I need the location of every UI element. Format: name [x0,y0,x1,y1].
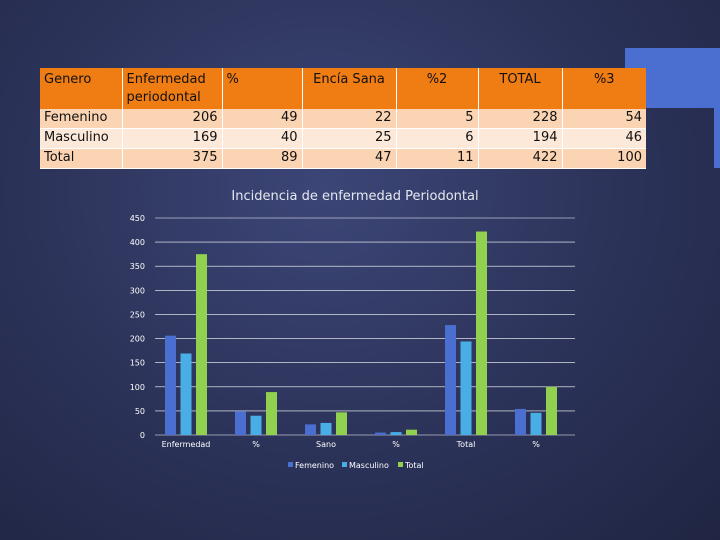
gridlines [155,217,575,436]
x-category-label: Enfermedad [162,440,211,449]
table-cell: 40 [222,128,303,149]
y-tick-label: 400 [130,238,145,247]
header-enfermedad: Enfermedad periodontal [122,68,223,109]
bar-masculino-0 [180,353,192,435]
legend-swatch-femenino [288,462,293,467]
legend-swatch-masculino [342,462,347,467]
bar-femenino-0 [165,335,176,435]
header-pct2: %2 [396,68,479,109]
legend-label: Femenino [295,461,334,470]
table-cell: 25 [302,128,397,149]
bars [165,231,557,435]
y-axis-ticks: 0 50 100 150 200 250 300 350 400 450 [130,214,145,440]
legend-label: Masculino [349,461,389,470]
legend: Femenino Masculino Total [288,461,424,470]
header-genero: Genero [40,68,123,109]
table-row: Total 375 89 47 11 422 100 [40,148,646,169]
legend-label: Total [404,461,424,470]
header-pct: % [222,68,303,109]
data-table: Genero Enfermedad periodontal % Encía Sa… [40,68,646,169]
bar-total-2 [336,412,347,435]
row-label: Masculino [40,128,123,149]
bar-femenino-4 [445,325,456,435]
y-tick-label: 50 [135,407,145,416]
x-category-label: % [252,440,260,449]
y-tick-label: 250 [130,310,145,319]
bar-masculino-5 [530,412,542,435]
table-header-row: Genero Enfermedad periodontal % Encía Sa… [40,68,646,109]
x-category-label: % [392,440,400,449]
y-tick-label: 350 [130,262,145,271]
header-pct3: %3 [562,68,646,109]
table-cell: 89 [222,148,303,169]
x-category-label: % [532,440,540,449]
y-tick-label: 150 [130,359,145,368]
x-axis-categories: Enfermedad% Sano% Total% [162,440,541,449]
bar-total-4 [476,231,487,435]
table-cell: 100 [562,148,646,169]
bar-masculino-4 [460,341,472,435]
header-encia-sana: Encía Sana [302,68,397,109]
header-total: TOTAL [478,68,563,109]
bar-total-5 [546,386,557,435]
x-category-label: Total [456,440,476,449]
bar-total-0 [196,254,207,435]
bar-femenino-1 [235,411,246,435]
table-cell: 49 [222,109,303,129]
x-category-label: Sano [316,440,336,449]
y-tick-label: 200 [130,335,145,344]
legend-swatch-total [398,462,403,467]
table-cell: 47 [302,148,397,169]
bar-femenino-3 [375,432,386,435]
bar-total-1 [266,392,277,435]
table-cell: 206 [122,109,223,129]
bar-chart: Incidencia de enfermedad Periodontal 0 50… [130,189,575,470]
table-cell: 422 [478,148,563,169]
table-cell: 194 [478,128,563,149]
bar-femenino-5 [515,408,526,435]
table-cell: 169 [122,128,223,149]
table-row: Masculino 169 40 25 6 194 46 [40,128,646,149]
table-cell: 228 [478,109,563,129]
y-tick-label: 450 [130,214,145,223]
table-cell: 6 [396,128,479,149]
row-label: Total [40,148,123,169]
y-tick-label: 300 [130,286,145,295]
table-row: Femenino 206 49 22 5 228 54 [40,109,646,129]
table-cell: 375 [122,148,223,169]
chart-title: Incidencia de enfermedad Periodontal [231,189,478,204]
table-cell: 5 [396,109,479,129]
table-cell: 54 [562,109,646,129]
table-cell: 11 [396,148,479,169]
y-tick-label: 100 [130,383,145,392]
bar-masculino-1 [250,415,262,435]
table-cell: 46 [562,128,646,149]
bar-masculino-2 [320,422,332,435]
table-cell: 22 [302,109,397,129]
bar-total-3 [406,429,417,435]
bar-femenino-2 [305,424,316,435]
accent-strip [714,108,720,168]
bar-masculino-3 [390,432,402,435]
y-tick-label: 0 [140,431,145,440]
row-label: Femenino [40,109,123,129]
